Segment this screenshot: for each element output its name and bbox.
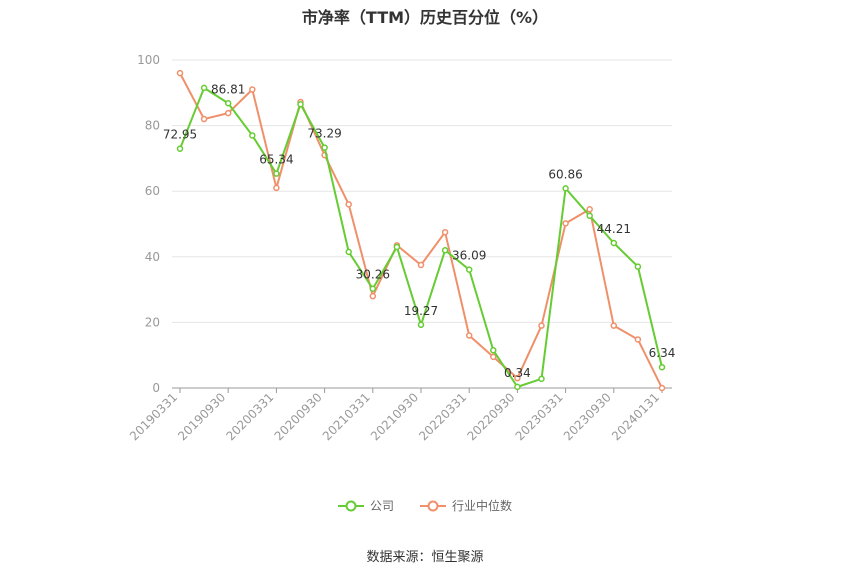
- x-tick-label-20190331: 20190331: [127, 390, 180, 443]
- point-industry-20210331: [369, 292, 377, 300]
- x-tick-label-20220331: 20220331: [416, 390, 469, 443]
- point-company-20211231: [441, 246, 449, 254]
- point-company-20190930: [224, 100, 232, 107]
- x-tick-label-20230930: 20230930: [561, 390, 614, 443]
- data-label-20210930: 19.27: [404, 304, 438, 318]
- data-labels: 72.95 86.81 65.34 73.29 30.26 19.27 36.09 0.34 6…: [163, 82, 676, 380]
- point-company-20221231: [538, 375, 545, 383]
- point-company-20230331: [562, 185, 569, 192]
- series-company: [176, 84, 666, 391]
- data-label-20230930: 44.21: [597, 222, 631, 236]
- x-tick-label-20200930: 20200930: [272, 390, 325, 443]
- point-company-20210331: [369, 285, 377, 292]
- point-industry-20220331: [465, 332, 473, 339]
- x-tick-label-20220930: 20220930: [464, 390, 517, 443]
- point-industry-20221231: [538, 322, 545, 329]
- x-tick-label-20230331: 20230331: [513, 390, 566, 443]
- point-industry-20200331: [273, 184, 280, 192]
- data-source: 数据来源：恒生聚源: [366, 550, 484, 565]
- y-tick-label-80: 80: [145, 119, 160, 133]
- y-axis: 0 20 40 60 80 100: [137, 53, 160, 395]
- point-industry-20230930: [610, 322, 618, 329]
- point-company-20190630: [200, 84, 208, 92]
- data-label-20220331: 36.09: [452, 249, 486, 263]
- data-label-20210331: 30.26: [356, 268, 390, 282]
- point-company-20231231: [634, 263, 642, 270]
- x-axis: 2019033120190930202003312020093020210331…: [127, 387, 672, 443]
- legend-industry-marker: [420, 500, 446, 511]
- point-industry-20190630: [200, 115, 208, 123]
- point-company-20191231: [249, 132, 256, 139]
- y-tick-label-60: 60: [145, 184, 160, 198]
- point-industry-20240131: [658, 384, 666, 392]
- point-company-20220930: [514, 383, 521, 391]
- point-industry-20210930: [417, 261, 425, 269]
- point-industry-20211231: [441, 228, 449, 236]
- point-industry-20231231: [634, 336, 642, 343]
- chart-title: 市净率（TTM）历史百分位（%）: [301, 8, 549, 27]
- series-industry: [176, 69, 666, 392]
- point-company-20210630: [393, 243, 401, 251]
- x-tick-label-20200331: 20200331: [223, 390, 276, 443]
- point-company-20200930: [321, 144, 328, 151]
- point-company-20200331: [273, 170, 280, 177]
- legend-item-industry[interactable]: 行业中位数: [420, 497, 512, 514]
- point-company-20220331: [465, 266, 473, 273]
- point-industry-20220930: [514, 374, 521, 382]
- legend-company-marker: [337, 500, 364, 511]
- point-company-20201231: [345, 248, 352, 256]
- point-company-20200630: [297, 101, 304, 108]
- point-company-20230930: [610, 239, 618, 247]
- x-tick-label-20240131: 20240131: [609, 390, 662, 443]
- x-tick-label-20210331: 20210331: [320, 390, 373, 443]
- y-tick-label-100: 100: [137, 53, 160, 67]
- data-label-20190930: 86.81: [211, 82, 245, 96]
- legend-label-company: 公司: [369, 499, 394, 513]
- y-tick-label-40: 40: [145, 250, 160, 264]
- point-industry-20220630: [490, 353, 497, 361]
- point-industry-20190930: [224, 109, 232, 117]
- x-tick-label-20210930: 20210930: [368, 390, 421, 443]
- point-industry-20230630: [586, 205, 593, 213]
- point-company-20240131: [658, 363, 666, 371]
- data-label-20190331: 72.95: [163, 128, 197, 142]
- data-label-20220930: 0.34: [504, 366, 531, 380]
- point-company-20230630: [586, 212, 593, 220]
- point-company-20210930: [417, 321, 425, 329]
- point-industry-20201231: [345, 201, 352, 208]
- legend: 公司 行业中位数: [0, 497, 850, 514]
- legend-label-industry: 行业中位数: [452, 499, 513, 513]
- data-label-20200930: 73.29: [307, 127, 341, 141]
- x-tick-label-20190930: 20190930: [175, 390, 228, 443]
- point-company-20190331: [176, 145, 184, 152]
- data-label-20200331: 65.34: [259, 153, 293, 167]
- point-industry-20191231: [249, 86, 256, 93]
- point-company-20220630: [490, 347, 497, 354]
- y-tick-label-0: 0: [152, 381, 160, 395]
- legend-item-company[interactable]: 公司: [337, 497, 394, 514]
- point-industry-20190331: [176, 69, 184, 77]
- point-industry-20230331: [562, 220, 569, 227]
- data-label-20240131: 6.34: [649, 346, 676, 360]
- data-label-20230331: 60.86: [548, 167, 582, 181]
- y-tick-label-20: 20: [145, 315, 160, 329]
- line-industry: [179, 72, 663, 389]
